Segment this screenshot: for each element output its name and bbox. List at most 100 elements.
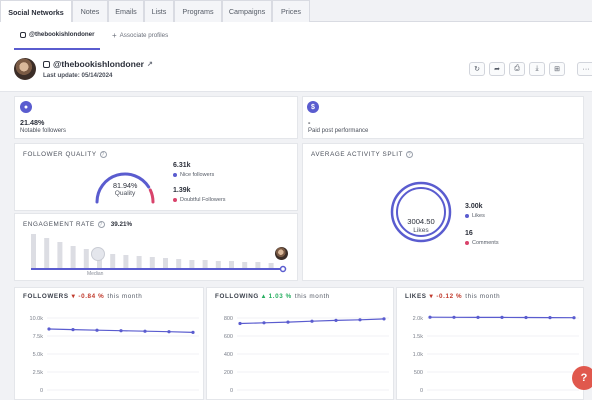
comments-value: 16 xyxy=(465,230,473,237)
doubtful-followers-legend: Doubtful Followers xyxy=(173,197,226,203)
follower-quality-title-text: FOLLOWER QUALITY xyxy=(23,151,97,158)
download-button[interactable]: ⤓ xyxy=(529,62,545,76)
engagement-bar xyxy=(163,258,168,268)
tab-prices[interactable]: Prices xyxy=(272,0,310,22)
share-button[interactable]: ➦ xyxy=(489,62,505,76)
following-name: FOLLOWING xyxy=(215,293,259,300)
y-tick: 500 xyxy=(414,370,423,376)
y-tick: 5.0k xyxy=(33,352,44,358)
tab-programs[interactable]: Programs xyxy=(174,0,222,22)
doubtful-followers-dot xyxy=(173,198,177,202)
dollar-icon: $ xyxy=(307,101,319,113)
paid-post-value: - xyxy=(308,118,311,127)
profile-actions: ↻ ➦ ⎙ ⤓ ⊞ ··· xyxy=(469,62,592,76)
people-icon: ● xyxy=(20,101,32,113)
comments-legend: Comments xyxy=(465,240,499,246)
nice-followers-value: 6.31k xyxy=(173,162,191,169)
tab-social-networks[interactable]: Social Networks xyxy=(0,0,72,23)
external-link-icon[interactable]: ↗ xyxy=(146,61,153,68)
help-icon: ? xyxy=(580,372,588,384)
followers-suffix: this month xyxy=(107,293,143,300)
info-icon[interactable]: ? xyxy=(99,151,107,158)
following-series-points xyxy=(238,317,386,326)
print-icon: ⎙ xyxy=(514,65,520,72)
more-icon: ··· xyxy=(582,65,590,73)
likes-change: -0.12 % xyxy=(436,293,463,300)
engagement-bar xyxy=(202,260,208,268)
info-icon[interactable]: ? xyxy=(406,151,414,158)
plus-icon: + xyxy=(112,31,117,40)
y-tick: 1.5k xyxy=(413,334,424,340)
likes-line-chart: 2.0k 1.5k 1.0k 500 0 xyxy=(413,315,579,394)
download-icon: ⤓ xyxy=(535,65,539,72)
subtab-active-profile[interactable]: @thebookishlondoner xyxy=(20,31,95,38)
engagement-bar xyxy=(123,255,129,268)
info-icon[interactable]: ? xyxy=(97,221,105,228)
followers-series-points xyxy=(47,327,195,334)
engagement-bar xyxy=(229,261,234,268)
tab-lists[interactable]: Lists xyxy=(144,0,174,22)
followers-line-chart: 10.0k 7.5k 5.0k 2.5k 0 xyxy=(30,316,199,394)
top-tabs: Social Networks Notes Emails Lists Progr… xyxy=(0,0,592,23)
likes-value: 3.00k xyxy=(465,203,483,210)
paid-post-label: Paid post performance xyxy=(308,128,369,134)
notable-followers-label: Notable followers xyxy=(20,128,67,134)
engagement-bar xyxy=(149,257,155,268)
tab-notes[interactable]: Notes xyxy=(72,0,108,22)
y-tick: 800 xyxy=(224,316,233,322)
nice-followers-label: Nice followers xyxy=(180,172,215,178)
quality-gauge xyxy=(95,172,155,204)
notable-followers-card: ● 21.48% Notable followers xyxy=(14,96,298,139)
engagement-bar xyxy=(189,260,195,268)
activity-center-label: Likes xyxy=(413,227,429,234)
following-change: 1.03 % xyxy=(268,293,292,300)
tab-emails[interactable]: Emails xyxy=(108,0,144,22)
doubtful-followers-label: Doubtful Followers xyxy=(180,197,226,203)
y-tick: 0 xyxy=(420,388,423,394)
associate-profiles-label: Associate profiles xyxy=(119,32,169,39)
follower-quality-title: FOLLOWER QUALITY ? xyxy=(23,151,107,158)
increase-arrow-icon: ▴ xyxy=(261,293,266,300)
engagement-bar xyxy=(242,262,248,268)
share-icon: ➦ xyxy=(494,66,500,73)
y-tick: 0 xyxy=(40,388,43,394)
print-button[interactable]: ⎙ xyxy=(509,62,525,76)
followers-change: -0.84 % xyxy=(78,293,105,300)
engagement-bar xyxy=(31,234,36,268)
more-button[interactable]: ··· xyxy=(577,62,592,76)
median-label: Median xyxy=(87,271,104,277)
paid-post-card: $ - Paid post performance xyxy=(302,96,584,139)
refresh-button[interactable]: ↻ xyxy=(469,62,485,76)
add-button[interactable]: ⊞ xyxy=(549,62,565,76)
likes-label: Likes xyxy=(472,213,485,219)
engagement-distribution xyxy=(31,234,287,273)
profile-handle[interactable]: @thebookishlondoner ↗ xyxy=(43,59,153,69)
engagement-bar xyxy=(255,262,261,268)
engagement-bar xyxy=(268,263,274,268)
following-title: FOLLOWING ▴ 1.03 % this month xyxy=(215,293,330,300)
instagram-icon xyxy=(43,60,50,68)
associate-profiles-button[interactable]: + Associate profiles xyxy=(112,31,168,40)
help-button[interactable]: ? xyxy=(572,366,592,390)
tab-campaigns[interactable]: Campaigns xyxy=(222,0,272,22)
engagement-bar xyxy=(44,238,50,268)
avatar xyxy=(14,58,36,80)
profile-header: @thebookishlondoner ↗ Last update: 05/14… xyxy=(0,50,592,92)
likes-legend: Likes xyxy=(465,213,485,219)
comments-label: Comments xyxy=(472,240,499,246)
engagement-bar xyxy=(70,246,76,268)
profile-subnav: @thebookishlondoner + Associate profiles xyxy=(0,22,592,50)
following-chart-card: FOLLOWING ▴ 1.03 % this month 800 600 40… xyxy=(206,287,394,400)
activity-center-value: 3004.50 xyxy=(407,217,435,226)
quality-gauge-label: Quality xyxy=(114,190,136,197)
engagement-bar xyxy=(110,254,116,268)
likes-title: LIKES ▾ -0.12 % this month xyxy=(405,293,500,300)
engagement-bar xyxy=(83,249,89,268)
doubtful-followers-value: 1.39k xyxy=(173,187,191,194)
activity-split-card: AVERAGE ACTIVITY SPLIT ? 3004.50 Likes 3… xyxy=(302,143,584,281)
engagement-bar xyxy=(215,261,221,268)
quality-gauge-arc xyxy=(95,172,151,204)
engagement-rate-title-text: ENGAGEMENT RATE xyxy=(23,221,95,228)
activity-donut xyxy=(390,181,452,243)
decrease-arrow-icon: ▾ xyxy=(71,293,76,300)
